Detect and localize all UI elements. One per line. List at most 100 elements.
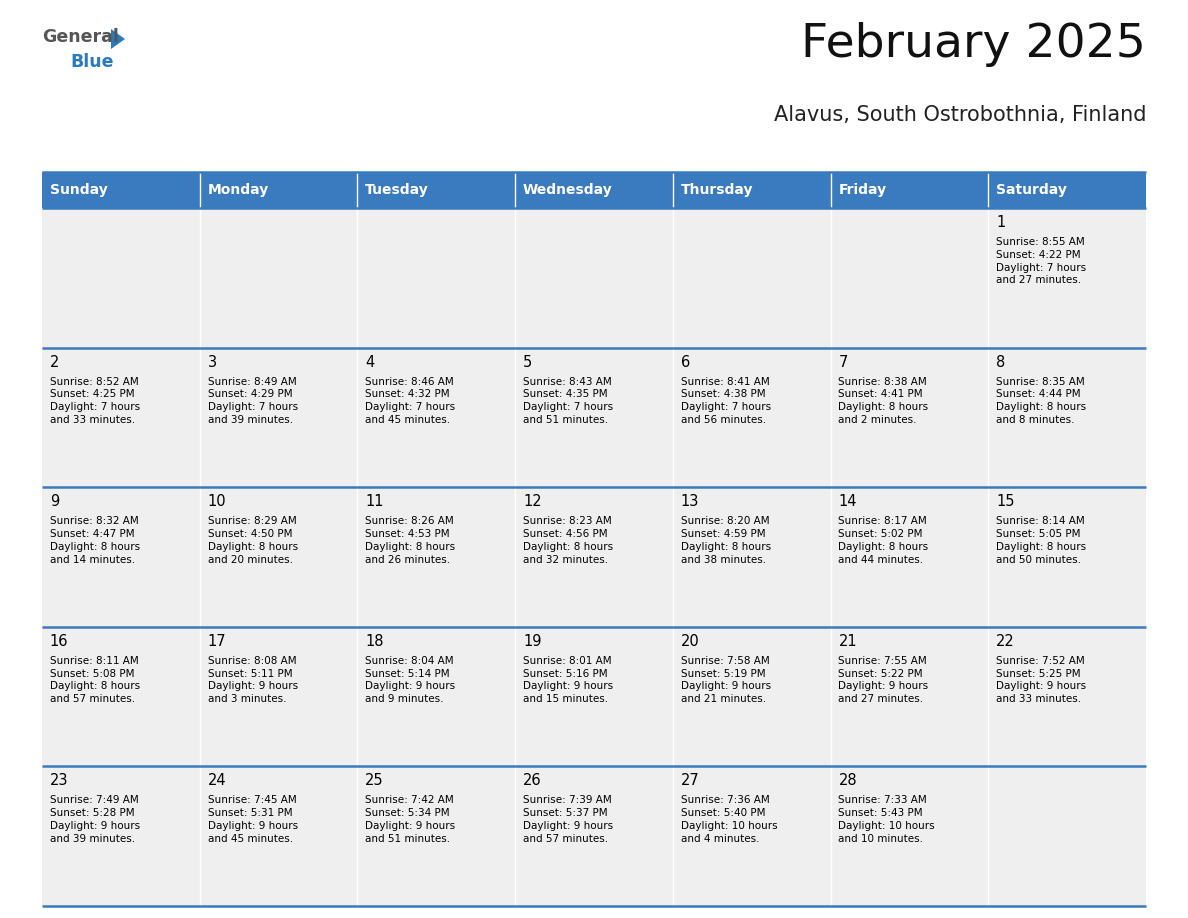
Bar [988, 627, 1146, 767]
Text: Sunrise: 8:38 AM
Sunset: 4:41 PM
Daylight: 8 hours
and 2 minutes.: Sunrise: 8:38 AM Sunset: 4:41 PM Dayligh… [839, 376, 929, 425]
Text: 15: 15 [997, 494, 1015, 509]
Bar [672, 348, 830, 487]
Text: Sunrise: 8:29 AM
Sunset: 4:50 PM
Daylight: 8 hours
and 20 minutes.: Sunrise: 8:29 AM Sunset: 4:50 PM Dayligh… [208, 516, 298, 565]
Text: 28: 28 [839, 773, 857, 789]
Text: Sunrise: 8:52 AM
Sunset: 4:25 PM
Daylight: 7 hours
and 33 minutes.: Sunrise: 8:52 AM Sunset: 4:25 PM Dayligh… [50, 376, 140, 425]
Text: Sunrise: 8:17 AM
Sunset: 5:02 PM
Daylight: 8 hours
and 44 minutes.: Sunrise: 8:17 AM Sunset: 5:02 PM Dayligh… [839, 516, 929, 565]
Text: 25: 25 [366, 773, 384, 789]
Text: Sunrise: 8:26 AM
Sunset: 4:53 PM
Daylight: 8 hours
and 26 minutes.: Sunrise: 8:26 AM Sunset: 4:53 PM Dayligh… [366, 516, 455, 565]
Bar [200, 348, 358, 487]
Text: Saturday: Saturday [997, 183, 1067, 197]
Text: 4: 4 [366, 354, 374, 370]
Bar [42, 487, 200, 627]
Bar [42, 172, 200, 208]
Bar [42, 348, 200, 487]
Bar [830, 487, 988, 627]
Text: 13: 13 [681, 494, 699, 509]
Text: Monday: Monday [208, 183, 268, 197]
Text: Sunrise: 8:41 AM
Sunset: 4:38 PM
Daylight: 7 hours
and 56 minutes.: Sunrise: 8:41 AM Sunset: 4:38 PM Dayligh… [681, 376, 771, 425]
Bar [200, 487, 358, 627]
Text: Sunrise: 7:55 AM
Sunset: 5:22 PM
Daylight: 9 hours
and 27 minutes.: Sunrise: 7:55 AM Sunset: 5:22 PM Dayligh… [839, 655, 929, 704]
Text: 21: 21 [839, 633, 857, 649]
Bar [830, 627, 988, 767]
Bar [672, 208, 830, 348]
Bar [988, 767, 1146, 906]
Bar [200, 208, 358, 348]
Text: Sunrise: 8:11 AM
Sunset: 5:08 PM
Daylight: 8 hours
and 57 minutes.: Sunrise: 8:11 AM Sunset: 5:08 PM Dayligh… [50, 655, 140, 704]
Text: Sunrise: 7:42 AM
Sunset: 5:34 PM
Daylight: 9 hours
and 51 minutes.: Sunrise: 7:42 AM Sunset: 5:34 PM Dayligh… [366, 795, 455, 844]
Text: Sunrise: 7:49 AM
Sunset: 5:28 PM
Daylight: 9 hours
and 39 minutes.: Sunrise: 7:49 AM Sunset: 5:28 PM Dayligh… [50, 795, 140, 844]
Text: 7: 7 [839, 354, 848, 370]
Bar [200, 627, 358, 767]
Text: Sunrise: 8:32 AM
Sunset: 4:47 PM
Daylight: 8 hours
and 14 minutes.: Sunrise: 8:32 AM Sunset: 4:47 PM Dayligh… [50, 516, 140, 565]
Text: 8: 8 [997, 354, 1005, 370]
Text: 22: 22 [997, 633, 1015, 649]
Text: 24: 24 [208, 773, 226, 789]
Bar [830, 348, 988, 487]
Text: 10: 10 [208, 494, 226, 509]
Bar [358, 348, 516, 487]
Bar [358, 767, 516, 906]
Bar [516, 627, 672, 767]
Bar [988, 487, 1146, 627]
Text: Sunrise: 8:14 AM
Sunset: 5:05 PM
Daylight: 8 hours
and 50 minutes.: Sunrise: 8:14 AM Sunset: 5:05 PM Dayligh… [997, 516, 1086, 565]
Text: Sunrise: 7:58 AM
Sunset: 5:19 PM
Daylight: 9 hours
and 21 minutes.: Sunrise: 7:58 AM Sunset: 5:19 PM Dayligh… [681, 655, 771, 704]
Bar [672, 172, 830, 208]
Text: Sunrise: 8:46 AM
Sunset: 4:32 PM
Daylight: 7 hours
and 45 minutes.: Sunrise: 8:46 AM Sunset: 4:32 PM Dayligh… [366, 376, 455, 425]
Text: Friday: Friday [839, 183, 886, 197]
Text: Sunrise: 7:36 AM
Sunset: 5:40 PM
Daylight: 10 hours
and 4 minutes.: Sunrise: 7:36 AM Sunset: 5:40 PM Dayligh… [681, 795, 777, 844]
Text: 18: 18 [366, 633, 384, 649]
Text: 6: 6 [681, 354, 690, 370]
Bar [516, 348, 672, 487]
Text: 16: 16 [50, 633, 69, 649]
Bar [830, 208, 988, 348]
Text: 12: 12 [523, 494, 542, 509]
Text: 23: 23 [50, 773, 69, 789]
Bar [672, 627, 830, 767]
Text: 11: 11 [366, 494, 384, 509]
Text: General: General [42, 28, 119, 46]
Text: Sunrise: 8:49 AM
Sunset: 4:29 PM
Daylight: 7 hours
and 39 minutes.: Sunrise: 8:49 AM Sunset: 4:29 PM Dayligh… [208, 376, 298, 425]
Polygon shape [110, 29, 125, 49]
Bar [988, 348, 1146, 487]
Bar [42, 767, 200, 906]
Text: 19: 19 [523, 633, 542, 649]
Text: Sunrise: 8:08 AM
Sunset: 5:11 PM
Daylight: 9 hours
and 3 minutes.: Sunrise: 8:08 AM Sunset: 5:11 PM Dayligh… [208, 655, 298, 704]
Text: Sunrise: 7:45 AM
Sunset: 5:31 PM
Daylight: 9 hours
and 45 minutes.: Sunrise: 7:45 AM Sunset: 5:31 PM Dayligh… [208, 795, 298, 844]
Text: Sunrise: 7:39 AM
Sunset: 5:37 PM
Daylight: 9 hours
and 57 minutes.: Sunrise: 7:39 AM Sunset: 5:37 PM Dayligh… [523, 795, 613, 844]
Text: Sunday: Sunday [50, 183, 108, 197]
Text: Sunrise: 8:01 AM
Sunset: 5:16 PM
Daylight: 9 hours
and 15 minutes.: Sunrise: 8:01 AM Sunset: 5:16 PM Dayligh… [523, 655, 613, 704]
Text: 14: 14 [839, 494, 857, 509]
Text: 1: 1 [997, 215, 1005, 230]
Text: 2: 2 [50, 354, 59, 370]
Text: Sunrise: 8:23 AM
Sunset: 4:56 PM
Daylight: 8 hours
and 32 minutes.: Sunrise: 8:23 AM Sunset: 4:56 PM Dayligh… [523, 516, 613, 565]
Text: 3: 3 [208, 354, 216, 370]
Text: Alavus, South Ostrobothnia, Finland: Alavus, South Ostrobothnia, Finland [773, 105, 1146, 125]
Text: 9: 9 [50, 494, 59, 509]
Bar [988, 172, 1146, 208]
Text: Blue: Blue [70, 53, 114, 71]
Text: Sunrise: 8:35 AM
Sunset: 4:44 PM
Daylight: 8 hours
and 8 minutes.: Sunrise: 8:35 AM Sunset: 4:44 PM Dayligh… [997, 376, 1086, 425]
Bar [516, 172, 672, 208]
Bar [672, 487, 830, 627]
Bar [358, 172, 516, 208]
Bar [672, 767, 830, 906]
Text: 17: 17 [208, 633, 226, 649]
Text: 5: 5 [523, 354, 532, 370]
Bar [516, 208, 672, 348]
Text: Thursday: Thursday [681, 183, 753, 197]
Text: Wednesday: Wednesday [523, 183, 613, 197]
Text: Sunrise: 7:52 AM
Sunset: 5:25 PM
Daylight: 9 hours
and 33 minutes.: Sunrise: 7:52 AM Sunset: 5:25 PM Dayligh… [997, 655, 1086, 704]
Bar [516, 487, 672, 627]
Bar [830, 767, 988, 906]
Bar [200, 767, 358, 906]
Text: 27: 27 [681, 773, 700, 789]
Text: Sunrise: 8:55 AM
Sunset: 4:22 PM
Daylight: 7 hours
and 27 minutes.: Sunrise: 8:55 AM Sunset: 4:22 PM Dayligh… [997, 237, 1086, 285]
Text: 26: 26 [523, 773, 542, 789]
Text: Sunrise: 8:43 AM
Sunset: 4:35 PM
Daylight: 7 hours
and 51 minutes.: Sunrise: 8:43 AM Sunset: 4:35 PM Dayligh… [523, 376, 613, 425]
Bar [200, 172, 358, 208]
Bar [358, 208, 516, 348]
Bar [42, 208, 200, 348]
Bar [830, 172, 988, 208]
Text: Sunrise: 7:33 AM
Sunset: 5:43 PM
Daylight: 10 hours
and 10 minutes.: Sunrise: 7:33 AM Sunset: 5:43 PM Dayligh… [839, 795, 935, 844]
